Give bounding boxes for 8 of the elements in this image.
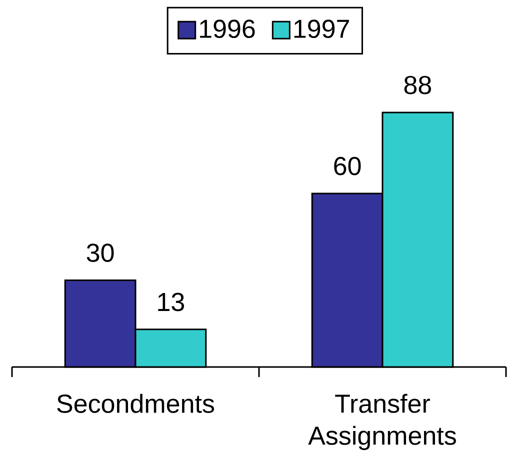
- x-tick-label: Secondments: [57, 394, 214, 413]
- legend-label: 1996: [200, 20, 255, 38]
- data-label: 60: [334, 156, 361, 176]
- data-label: 88: [404, 76, 432, 94]
- data-label: 13: [158, 292, 184, 312]
- legend-label: 1997: [294, 20, 349, 38]
- data-label: 30: [86, 244, 114, 262]
- x-tick-label: Transfer Assignments: [308, 394, 456, 450]
